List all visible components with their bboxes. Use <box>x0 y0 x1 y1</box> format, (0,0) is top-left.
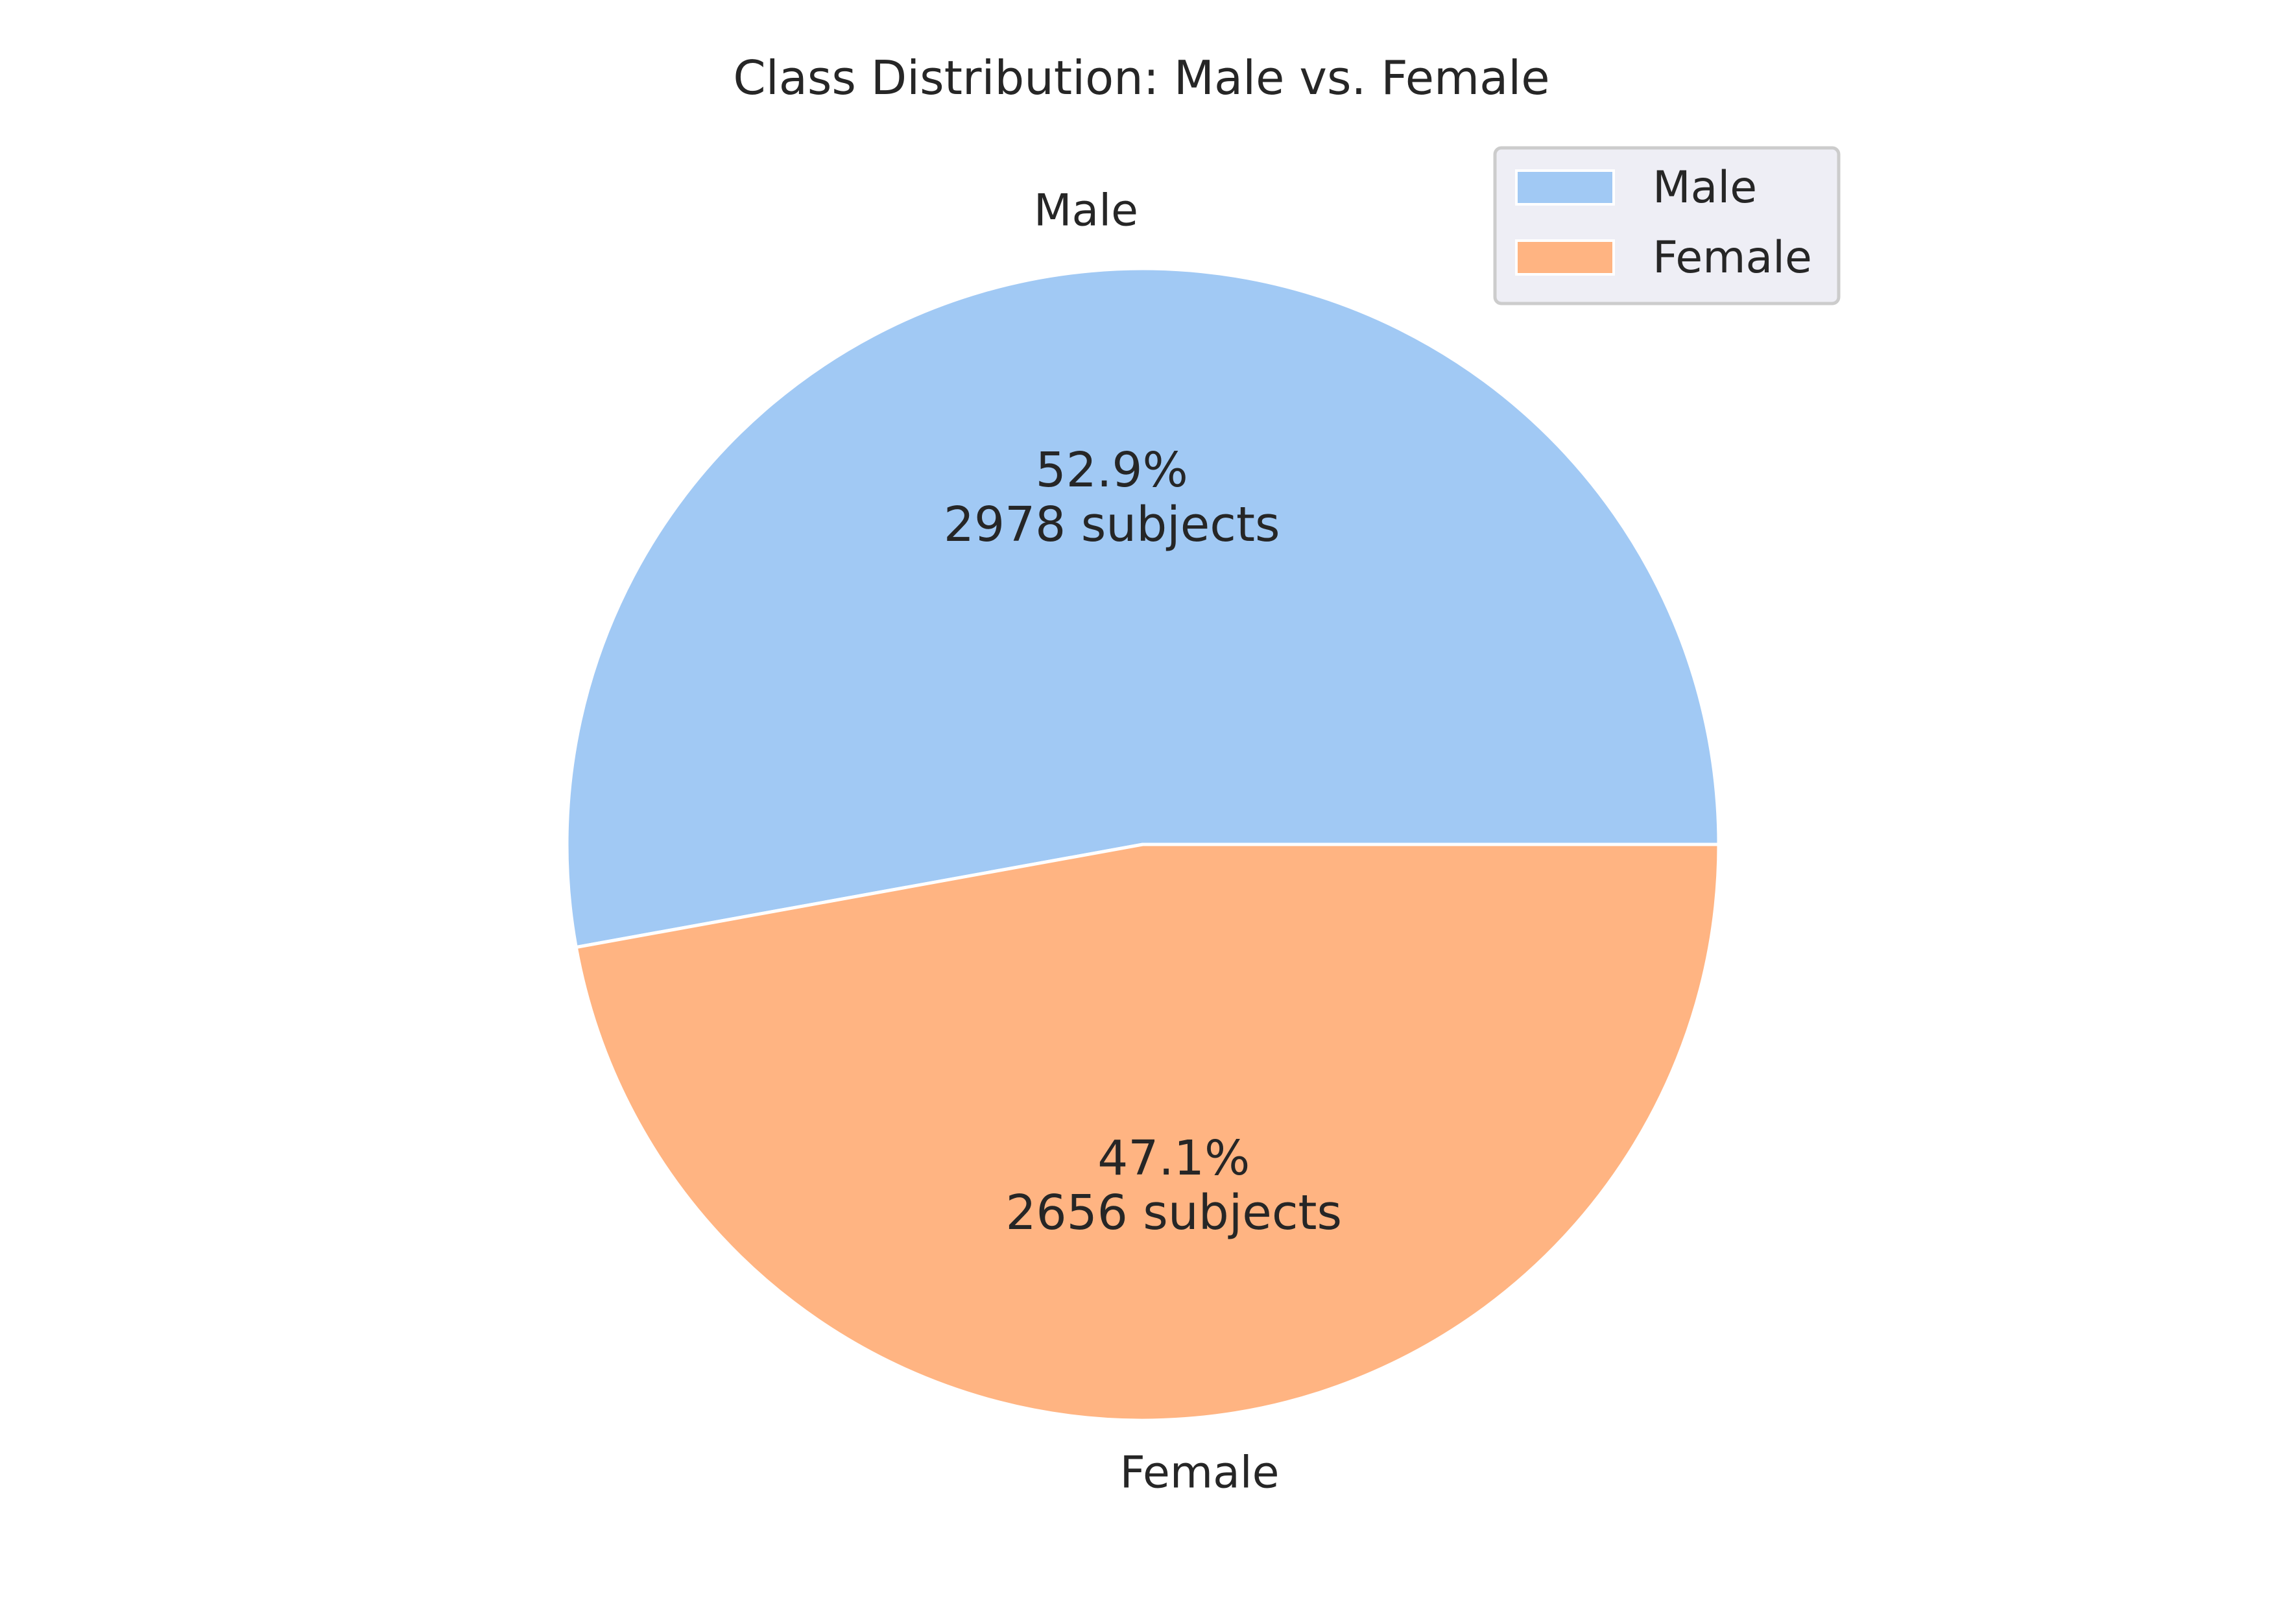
pie-slice-male <box>565 267 1721 949</box>
pie-labels: Male 52.9%2978 subjects Female 47.1%2656 su… <box>944 185 1342 1499</box>
legend-swatch-female <box>1515 239 1615 276</box>
slice-count-male: 2978 subjects <box>944 497 1280 553</box>
legend: Male Female <box>1493 146 1841 305</box>
legend-label-male: Male <box>1653 162 1757 213</box>
pie-slices <box>565 267 1721 1422</box>
legend-label-female: Female <box>1653 232 1812 283</box>
slice-percent-female: 47.1% <box>1097 1130 1250 1186</box>
slice-count-female: 2656 subjects <box>1005 1185 1342 1241</box>
pie-slice-female <box>574 842 1721 1422</box>
slice-percent-male: 52.9% <box>1036 442 1188 498</box>
legend-swatch-male <box>1515 169 1615 206</box>
slice-label-male: Male <box>1034 185 1138 237</box>
slice-label-female: Female <box>1120 1447 1280 1498</box>
chart-title: Class Distribution: Male vs. Female <box>733 51 1549 105</box>
